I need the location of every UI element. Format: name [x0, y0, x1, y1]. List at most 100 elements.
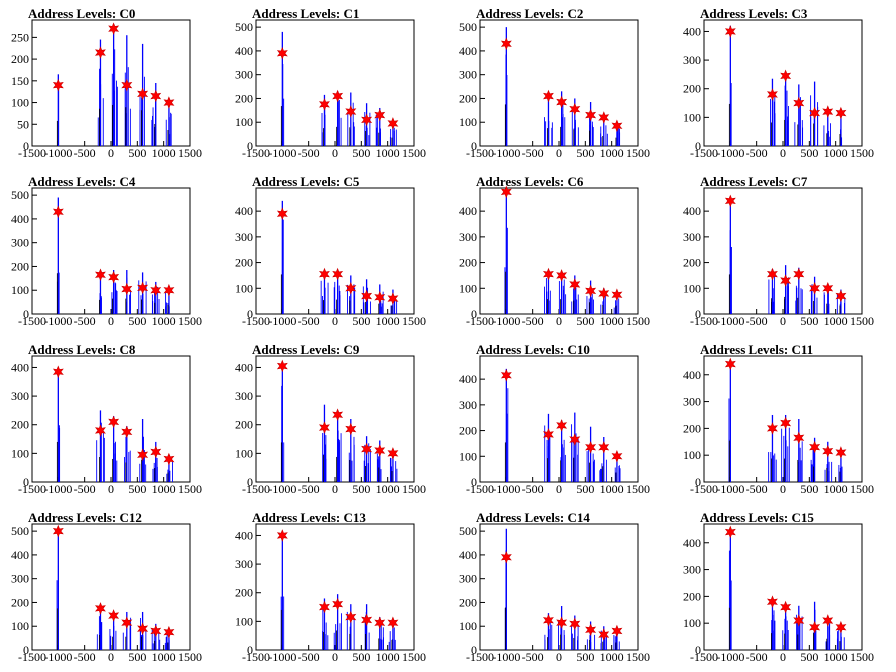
y-tick-label: 400 [11, 548, 29, 562]
histogram-peak [784, 265, 789, 314]
y-tick-label: 500 [11, 524, 29, 538]
peak-marker [318, 98, 330, 111]
peak-marker [611, 624, 623, 638]
y-tick-label: 400 [235, 44, 253, 58]
x-tick-label: 1000 [824, 314, 848, 328]
y-tick-label: 500 [235, 20, 253, 34]
histogram-peak [333, 594, 342, 650]
histogram-peak [56, 531, 59, 650]
x-tick-label: 1500 [402, 650, 426, 664]
x-tick-label: 500 [128, 650, 146, 664]
x-tick-label: -500 [522, 314, 544, 328]
peak-marker [766, 267, 778, 281]
peak-marker [108, 609, 120, 622]
peak-marker [809, 620, 821, 634]
histogram-peak [504, 528, 507, 650]
peak-marker [361, 289, 373, 303]
peak-marker [150, 445, 162, 459]
y-tick-label: 400 [11, 212, 29, 226]
chart-panel-c7: Address Levels: C7 0 100 200 300 400 -1500 -100… [672, 168, 896, 336]
x-tick-label: 500 [800, 314, 818, 328]
x-tick-label: -1000 [44, 482, 72, 496]
peak-marker [94, 602, 106, 615]
x-tick-label: 1000 [152, 314, 176, 328]
panel-title: Address Levels: C4 [28, 174, 136, 189]
peak-marker [611, 450, 623, 463]
peak-marker [52, 524, 64, 538]
y-tick-label: 300 [683, 230, 701, 244]
histogram-plot: 0 100 200 300 400 -1500-1000 -500 0 500 1000 1500 [235, 523, 426, 664]
histogram-plot: 0 100 200 300 400 -1500-1000 -500 0 500 1000 1500 [235, 187, 426, 328]
y-tick-label: 200 [235, 418, 253, 432]
peak-marker [611, 119, 623, 133]
y-tick-label: 0 [247, 139, 253, 153]
histogram-peak [504, 368, 509, 482]
x-tick-label: 1500 [178, 482, 202, 496]
histogram-peak [810, 276, 818, 314]
chart-panel-c12: Address Levels: C12 0 100 200 300 400 500 -1500… [0, 504, 224, 672]
peak-marker [318, 421, 330, 434]
peak-marker [108, 270, 120, 284]
peak-marker [556, 95, 568, 109]
x-tick-label: -1000 [268, 146, 296, 160]
y-tick-label: 150 [11, 74, 29, 88]
x-tick-label: -1000 [492, 146, 520, 160]
histogram-peak [728, 364, 731, 482]
x-tick-label: 1500 [626, 650, 650, 664]
plot-frame [31, 187, 191, 315]
y-tick-label: 0 [23, 139, 29, 153]
histogram-plot: 0 100 200 300 400 -1500-1000 -500 0 500 1000 1500 [11, 355, 202, 496]
histogram-plot: 0 100 200 300 400 -1500-1000 -500 0 500 1000 1500 [459, 355, 650, 496]
histogram-plot: 0 100 200 300 400 -1500-1000 -500 0 500 1000 1500 [459, 185, 650, 328]
peak-marker [332, 267, 344, 281]
peak-marker [52, 365, 64, 379]
peak-marker [345, 422, 357, 436]
y-tick-label: 400 [235, 204, 253, 218]
peak-marker [137, 448, 149, 462]
plot-frame [255, 523, 415, 651]
x-tick-label: -500 [522, 146, 544, 160]
y-tick-label: 200 [11, 418, 29, 432]
histogram-peak [728, 200, 732, 314]
peak-marker [724, 357, 736, 371]
x-tick-label: 0 [332, 146, 338, 160]
chart-panel-c0: Address Levels: C0 0 50 100 150 200 250 -1500 -1… [0, 0, 224, 168]
peak-marker [163, 452, 175, 466]
peak-marker [569, 278, 581, 291]
x-tick-label: 1500 [178, 650, 202, 664]
peak-marker [542, 428, 554, 441]
histogram-peak [544, 94, 553, 146]
peak-marker [542, 614, 554, 627]
y-tick-label: 200 [683, 589, 701, 603]
histogram-peak [728, 25, 732, 146]
histogram-plot: 0 100 200 300 400 500 -1500-1000 -500 0 500 1000 15… [11, 523, 202, 664]
histogram-plot: 0 100 200 300 400 500 -1500-1000 -500 0 500 1000 15… [459, 19, 650, 160]
y-tick-label: 0 [471, 643, 477, 657]
x-tick-label: -1500 [466, 650, 494, 664]
x-tick-label: 1500 [626, 482, 650, 496]
y-tick-label: 100 [235, 446, 253, 460]
y-tick-label: 200 [683, 82, 701, 96]
y-tick-label: 100 [683, 110, 701, 124]
peak-marker [569, 617, 581, 631]
histogram-plot: 0 100 200 300 400 -1500-1000 -500 0 500 1000 1500 [683, 355, 874, 496]
x-tick-label: 0 [108, 146, 114, 160]
x-tick-label: 0 [780, 482, 786, 496]
y-tick-label: 400 [11, 360, 29, 374]
x-tick-label: 1500 [626, 314, 650, 328]
y-tick-label: 0 [247, 643, 253, 657]
x-tick-label: 1000 [376, 314, 400, 328]
x-tick-label: 1000 [600, 650, 624, 664]
y-tick-label: 200 [459, 595, 477, 609]
y-tick-label: 400 [459, 204, 477, 218]
peak-marker [585, 623, 597, 637]
x-tick-label: 0 [108, 482, 114, 496]
x-tick-label: 1500 [626, 146, 650, 160]
histogram-peak [336, 91, 342, 146]
y-tick-label: 300 [235, 68, 253, 82]
peak-marker [374, 616, 386, 630]
peak-marker [361, 113, 373, 127]
y-tick-label: 500 [459, 20, 477, 34]
x-tick-label: -1000 [492, 482, 520, 496]
x-tick-label: -500 [74, 650, 96, 664]
